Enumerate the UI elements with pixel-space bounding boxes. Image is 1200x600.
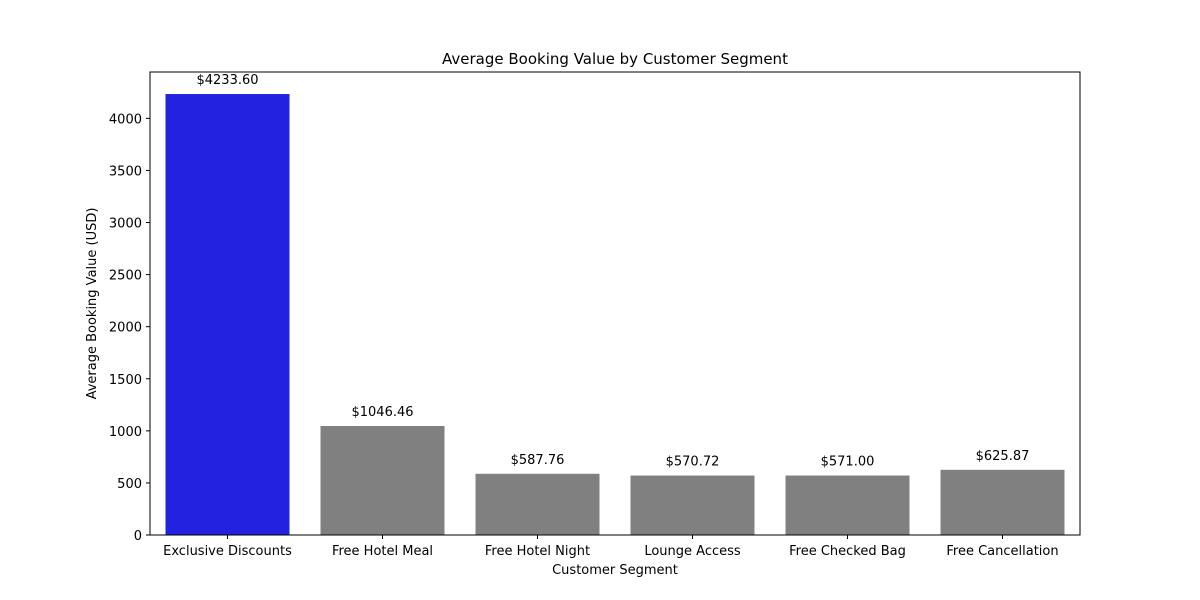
x-tick-label-5: Free Checked Bag	[789, 544, 906, 559]
x-tick-label-6: Free Cancellation	[946, 544, 1058, 559]
bar-5	[785, 475, 910, 535]
bar-6	[940, 469, 1065, 535]
y-tick-label-9: 4000	[109, 112, 142, 127]
plot-frame	[149, 71, 1081, 536]
bar-1	[165, 94, 290, 536]
bar-2	[320, 426, 445, 535]
plot-area: $4233.60 Exclusive Discounts $1046.46 Free …	[109, 71, 1081, 559]
x-axis-label: Customer Segment	[552, 563, 678, 578]
data-label-4: $570.72	[666, 455, 720, 470]
data-label-6: $625.87	[976, 449, 1030, 464]
x-tick-label-1: Exclusive Discounts	[163, 544, 292, 559]
bar-4	[630, 475, 755, 535]
data-label-1: $4233.60	[196, 73, 258, 88]
y-tick-label-4: 1500	[109, 373, 142, 388]
x-tick-label-3: Free Hotel Night	[485, 544, 590, 559]
x-tick-label-4: Lounge Access	[644, 544, 741, 559]
y-axis-label: Average Booking Value (USD)	[85, 208, 100, 400]
data-label-3: $587.76	[511, 453, 565, 468]
chart-title: Average Booking Value by Customer Segmen…	[442, 50, 788, 68]
y-tick-label-8: 3500	[109, 164, 142, 179]
y-tick-label-3: 1000	[109, 425, 142, 440]
y-tick-label-5: 2000	[109, 321, 142, 336]
x-tick-label-2: Free Hotel Meal	[332, 544, 433, 559]
data-label-2: $1046.46	[351, 405, 413, 420]
data-label-5: $571.00	[821, 455, 875, 470]
y-tick-label-6: 2500	[109, 269, 142, 284]
y-tick-label-7: 3000	[109, 217, 142, 232]
y-tick-label-1: 0	[134, 529, 142, 544]
bar-3	[475, 473, 600, 535]
y-tick-label-2: 500	[117, 477, 142, 492]
